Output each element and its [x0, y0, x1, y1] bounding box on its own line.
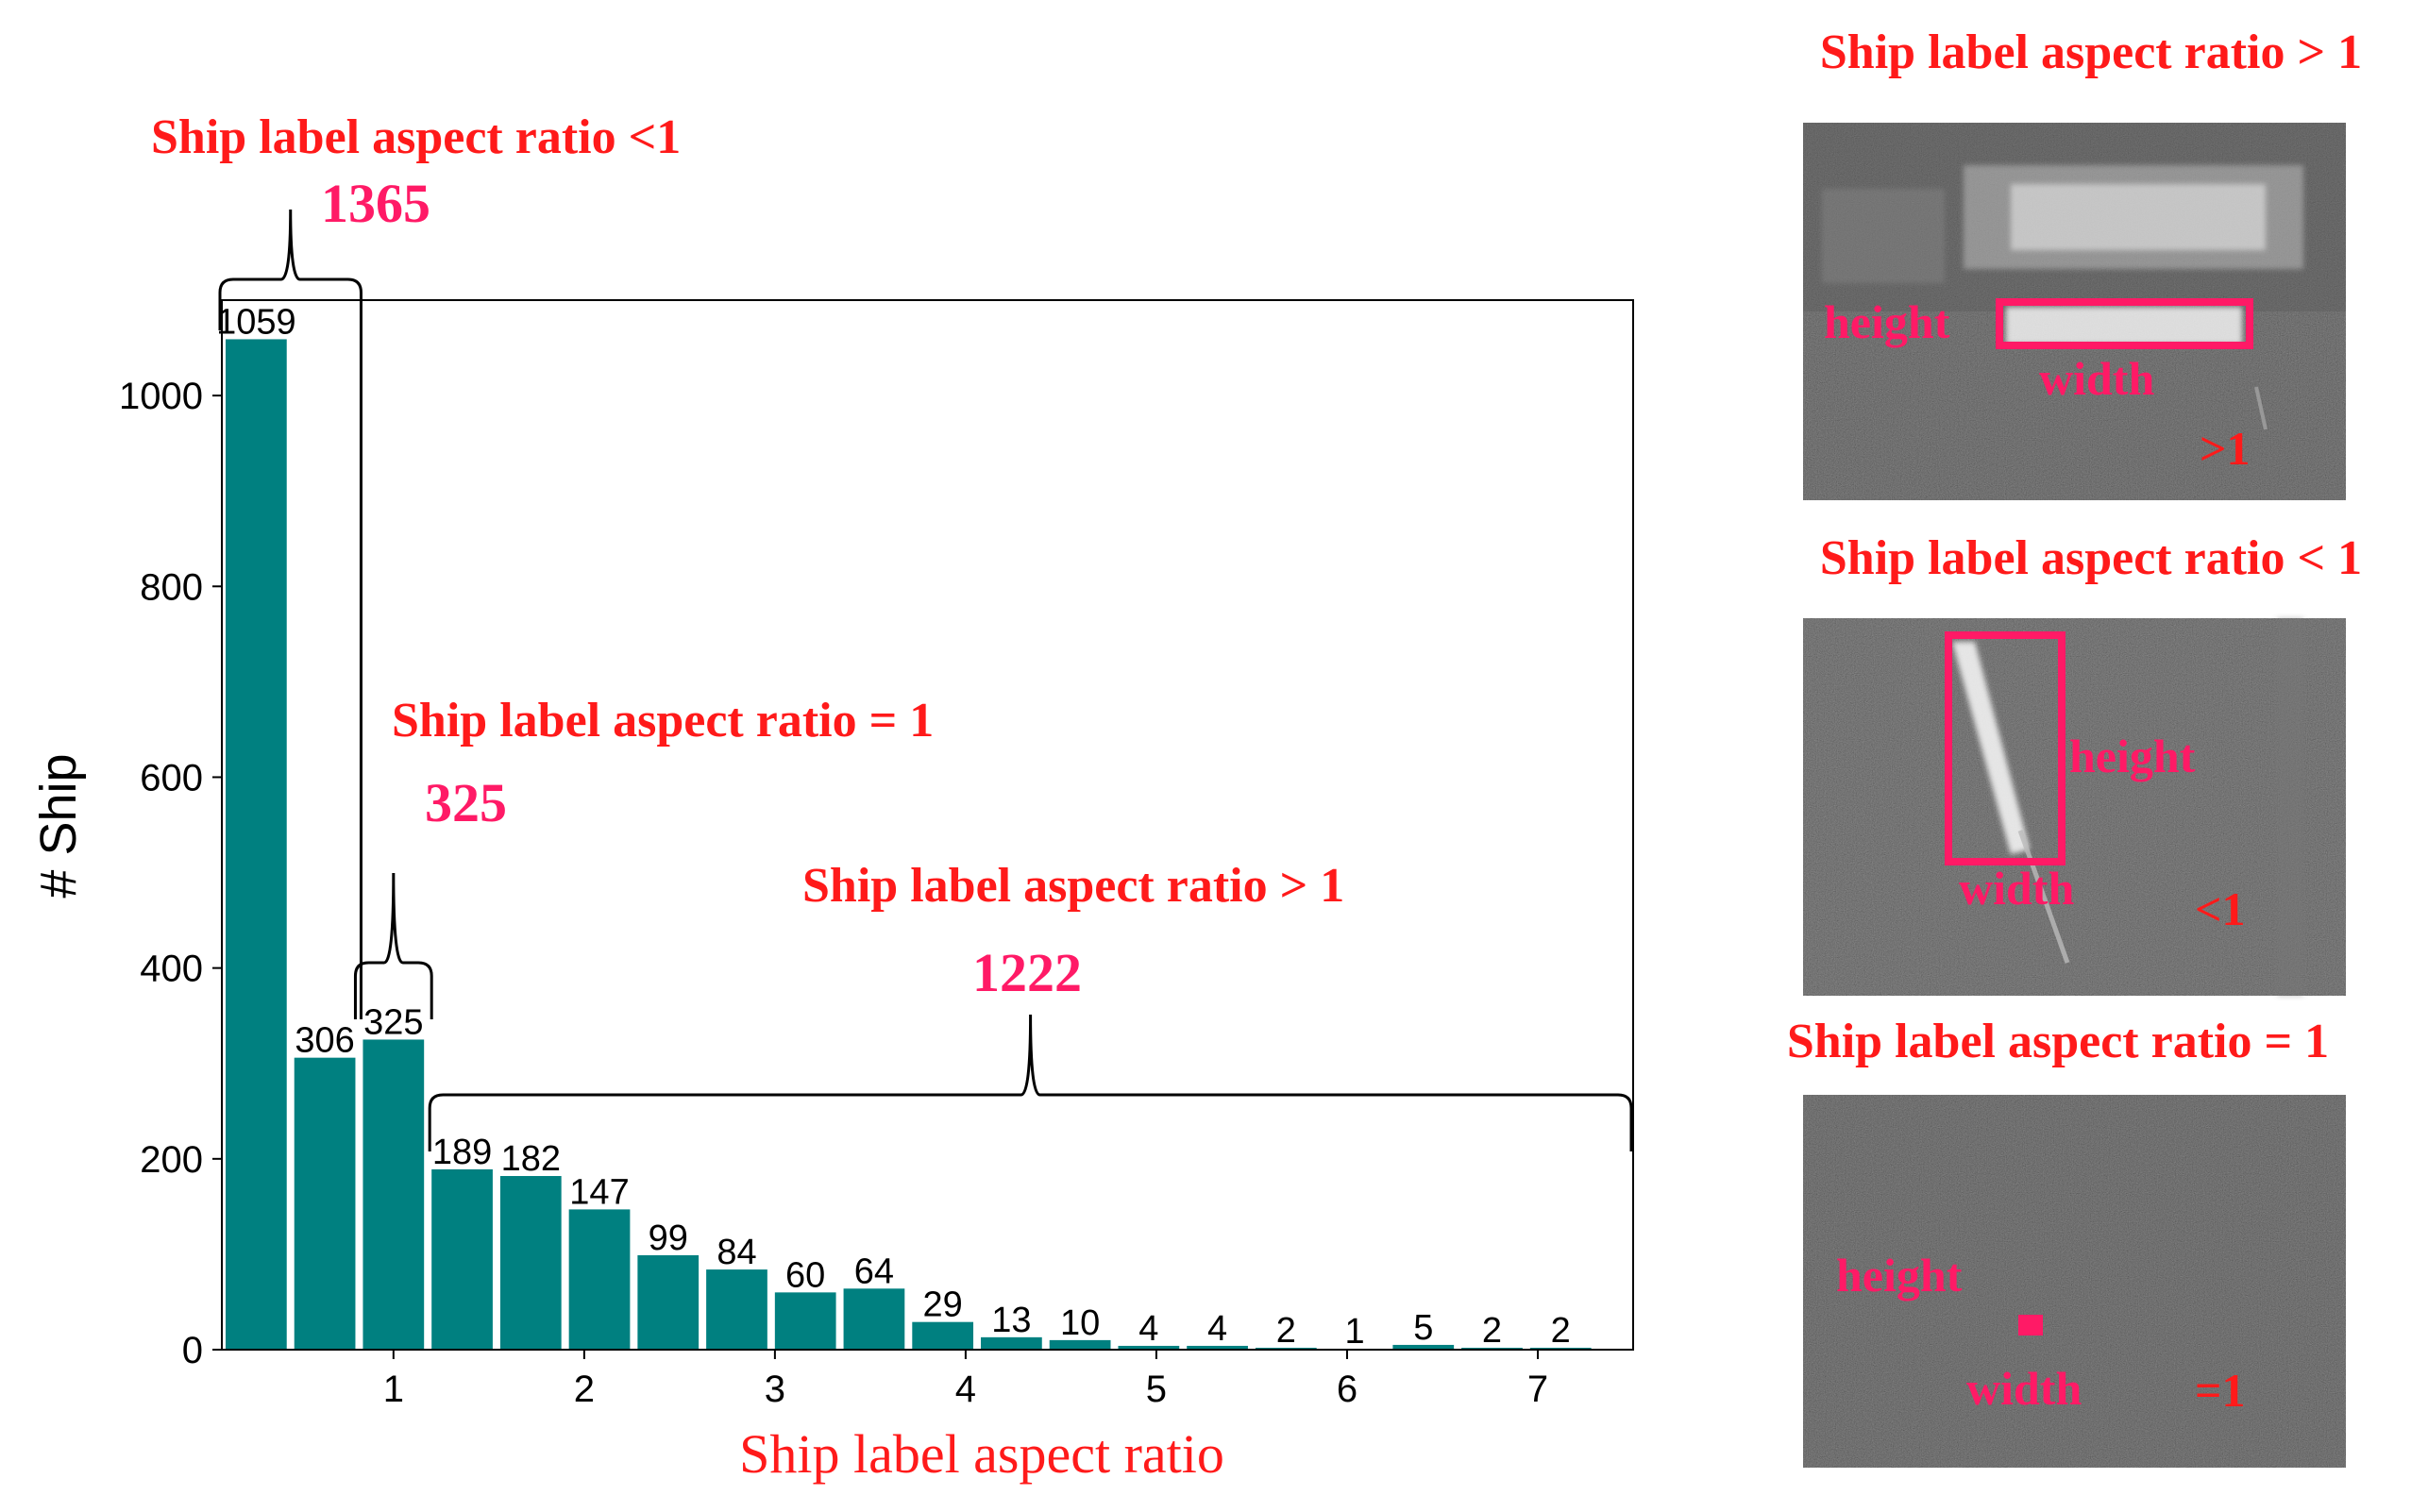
bar-17 [1392, 1344, 1455, 1350]
x-axis-label: Ship label aspect ratio [739, 1423, 1224, 1485]
y-tick-label-4: 800 [140, 566, 203, 608]
bounding-box-greater-than-1 [1996, 298, 2253, 349]
bar-3 [431, 1168, 493, 1350]
sar-image-equal-1 [1803, 1095, 2346, 1468]
ratio-label-greater-than-1: >1 [2200, 422, 2251, 475]
y-tick-label-0: 0 [182, 1330, 203, 1371]
ratio-label-less-than-1: <1 [2195, 882, 2246, 935]
plot-frame [221, 299, 1634, 1351]
bar-value-label-6: 99 [649, 1218, 688, 1258]
example-title-greater-than-1: Ship label aspect ratio > 1 [1820, 25, 2362, 79]
group-braces [218, 209, 1633, 1151]
width-label-greater-than-1: width [2039, 352, 2154, 405]
bar-value-label-10: 29 [923, 1285, 963, 1325]
bounding-box-equal-1 [2018, 1315, 2043, 1336]
group-label-less-than-1: Ship label aspect ratio <1 [151, 110, 681, 164]
bar-value-label-18: 2 [1482, 1311, 1502, 1351]
bar-5 [568, 1209, 631, 1350]
y-tick-label-2: 400 [140, 949, 203, 990]
example-title-less-than-1: Ship label aspect ratio < 1 [1820, 531, 2362, 585]
height-label-equal-1: height [1836, 1249, 1963, 1302]
bar-value-label-15: 2 [1276, 1311, 1296, 1351]
ratio-label-equal-1: =1 [2195, 1364, 2246, 1417]
bar-7 [706, 1269, 767, 1350]
bar-6 [637, 1254, 700, 1350]
bar-15 [1255, 1347, 1317, 1350]
group-total-equal-1: 325 [425, 772, 507, 833]
bar-12 [1049, 1339, 1111, 1350]
example-panel-greater-than-1: Ship label aspect ratio > 1 height width… [1803, 25, 2362, 500]
bar-value-label-11: 13 [991, 1301, 1031, 1340]
bar-value-label-2: 325 [363, 1002, 423, 1042]
bar-value-label-4: 182 [501, 1139, 561, 1179]
bar-value-label-14: 4 [1207, 1309, 1227, 1349]
x-tick-label-5: 6 [1337, 1369, 1357, 1410]
brace-equal-1 [353, 872, 433, 1019]
bar-2 [363, 1039, 425, 1350]
bar-value-label-13: 4 [1138, 1309, 1158, 1349]
example-panel-less-than-1: Ship label aspect ratio < 1 height width… [1803, 531, 2362, 996]
height-label-less-than-1: height [2069, 730, 2196, 782]
x-tick-label-0: 1 [383, 1369, 404, 1410]
bar-14 [1187, 1345, 1248, 1350]
group-label-greater-than-1: Ship label aspect ratio > 1 [802, 859, 1344, 913]
height-label-greater-than-1: height [1824, 295, 1950, 348]
group-label-equal-1: Ship label aspect ratio = 1 [392, 694, 934, 748]
x-tick-label-4: 5 [1146, 1369, 1167, 1410]
bar-value-label-1: 306 [295, 1021, 354, 1061]
bar-value-label-3: 189 [432, 1133, 492, 1172]
y-axis-label: # Ship [30, 753, 87, 898]
bar-value-label-5: 147 [569, 1172, 629, 1212]
y-tick-label-1: 200 [140, 1139, 203, 1181]
example-title-equal-1: Ship label aspect ratio = 1 [1787, 1015, 2329, 1068]
sar-image-less-than-1 [1803, 618, 2346, 996]
x-tick-label-3: 4 [955, 1369, 976, 1410]
y-tick-label-5: 1000 [119, 376, 203, 417]
y-axis-ticks: 0 200 400 600 800 1000 [119, 376, 222, 1371]
bounding-box-less-than-1 [1945, 631, 2065, 865]
bar-value-label-8: 60 [785, 1255, 825, 1295]
bar-4 [499, 1176, 562, 1350]
x-tick-label-6: 7 [1527, 1369, 1548, 1410]
x-tick-label-2: 3 [765, 1369, 785, 1410]
sar-image-greater-than-1 [1803, 123, 2346, 500]
bar-18 [1461, 1347, 1523, 1350]
bar-value-label-16: 1 [1344, 1312, 1364, 1352]
bar-value-label-0: 1059 [216, 302, 296, 342]
bar-value-label-7: 84 [717, 1233, 756, 1272]
group-total-greater-than-1: 1222 [972, 942, 1082, 1003]
group-total-less-than-1: 1365 [321, 173, 430, 234]
bar-9 [843, 1288, 905, 1350]
bar-11 [981, 1336, 1042, 1350]
x-axis-ticks: 1 2 3 4 5 6 7 [383, 1350, 1548, 1410]
x-tick-label-1: 2 [574, 1369, 595, 1410]
bar-value-label-12: 10 [1060, 1303, 1100, 1343]
width-label-less-than-1: width [1959, 862, 2074, 915]
example-panel-equal-1: Ship label aspect ratio = 1 height width… [1787, 1015, 2346, 1468]
bar-19 [1529, 1347, 1592, 1350]
y-tick-label-3: 600 [140, 757, 203, 798]
bar-13 [1118, 1345, 1180, 1350]
bar-value-label-17: 5 [1413, 1308, 1433, 1348]
width-label-equal-1: width [1966, 1362, 2082, 1415]
brace-greater-than-1 [428, 1014, 1633, 1151]
bars-group [226, 339, 1592, 1350]
brace-less-than-1 [218, 209, 363, 330]
bar-10 [912, 1321, 974, 1350]
bar-value-label-9: 64 [854, 1252, 894, 1291]
bar-8 [774, 1292, 836, 1350]
bar-value-label-19: 2 [1551, 1311, 1571, 1351]
bar-1 [294, 1057, 356, 1350]
bar-0 [226, 339, 287, 1350]
